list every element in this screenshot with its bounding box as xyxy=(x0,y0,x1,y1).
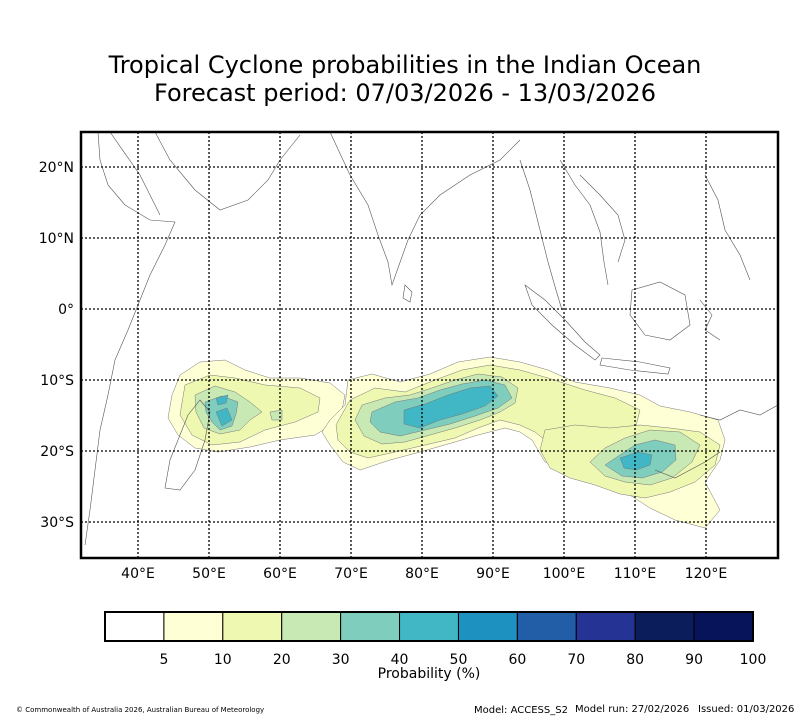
colorbar-cell xyxy=(634,611,695,642)
colorbar-tick-label: 40 xyxy=(391,652,409,668)
map-frame xyxy=(79,130,780,560)
issued-text: Issued: 01/03/2026 xyxy=(698,704,795,715)
colorbar-cell xyxy=(399,611,459,642)
colorbar-tick-label: 80 xyxy=(626,652,644,668)
colorbar-cell xyxy=(693,611,754,642)
lon-label: 50°E xyxy=(192,566,226,582)
colorbar-cell xyxy=(340,611,401,642)
lon-label: 90°E xyxy=(476,566,510,582)
colorbar-cells xyxy=(104,611,754,642)
lat-label: 10°N xyxy=(39,231,74,247)
copyright-text: © Commonwealth of Australia 2026, Austra… xyxy=(16,706,265,714)
latitude-labels: 20°N 10°N 0° 10°S 20°S 30°S xyxy=(39,160,74,531)
contour-40-west xyxy=(215,394,229,406)
colorbar-tick-labels: 5 10 20 30 40 50 60 70 80 90 100 xyxy=(159,652,766,668)
colorbar-tick-label: 5 xyxy=(159,652,168,668)
colorbar-label: Probability (%) xyxy=(378,666,481,682)
colorbar-cell xyxy=(575,611,636,642)
colorbar-tick-label: 50 xyxy=(450,652,468,668)
lat-label: 10°S xyxy=(40,373,74,389)
chart-title-line1: Tropical Cyclone probabilities in the In… xyxy=(108,51,702,79)
lon-label: 40°E xyxy=(121,566,155,582)
colorbar-tick-label: 30 xyxy=(332,652,350,668)
colorbar-tick-label: 10 xyxy=(214,652,232,668)
colorbar-frame xyxy=(104,611,754,642)
colorbar-tick-label: 70 xyxy=(567,652,585,668)
lat-label: 20°N xyxy=(39,160,74,176)
contour-40-central xyxy=(403,385,499,429)
contour-40-east xyxy=(619,451,653,471)
lon-label: 60°E xyxy=(263,566,297,582)
model-text: Model: ACCESS_S2 xyxy=(474,705,568,716)
lat-label: 30°S xyxy=(40,515,74,531)
probability-contours xyxy=(167,356,726,529)
colorbar-tick-label: 60 xyxy=(508,652,526,668)
chart-title-line2: Forecast period: 07/03/2026 - 13/03/2026 xyxy=(154,79,656,107)
colorbar: 5 10 20 30 40 50 60 70 80 90 100 Probability (%) xyxy=(104,611,766,682)
lon-label: 110°E xyxy=(614,566,657,582)
lon-label: 100°E xyxy=(543,566,586,582)
colorbar-cell xyxy=(222,611,283,642)
longitude-labels: 40°E 50°E 60°E 70°E 80°E 90°E 100°E 110°… xyxy=(121,566,727,582)
colorbar-cell xyxy=(516,611,577,642)
coastlines xyxy=(84,131,779,546)
colorbar-cell xyxy=(163,611,224,642)
colorbar-cell xyxy=(104,611,165,642)
colorbar-tick-label: 20 xyxy=(273,652,291,668)
lon-label: 80°E xyxy=(405,566,439,582)
lon-label: 70°E xyxy=(334,566,368,582)
model-run-text: Model run: 27/02/2026 xyxy=(575,704,690,715)
graticule xyxy=(81,132,778,558)
contour-40-west-b xyxy=(215,407,233,427)
colorbar-cell xyxy=(281,611,342,642)
lat-label: 20°S xyxy=(40,444,74,460)
colorbar-cell xyxy=(457,611,518,642)
colorbar-tick-label: 100 xyxy=(740,652,767,668)
contour-20-west-b xyxy=(269,409,283,421)
lon-label: 120°E xyxy=(685,566,728,582)
lat-label: 0° xyxy=(58,302,74,318)
colorbar-tick-label: 90 xyxy=(685,652,703,668)
